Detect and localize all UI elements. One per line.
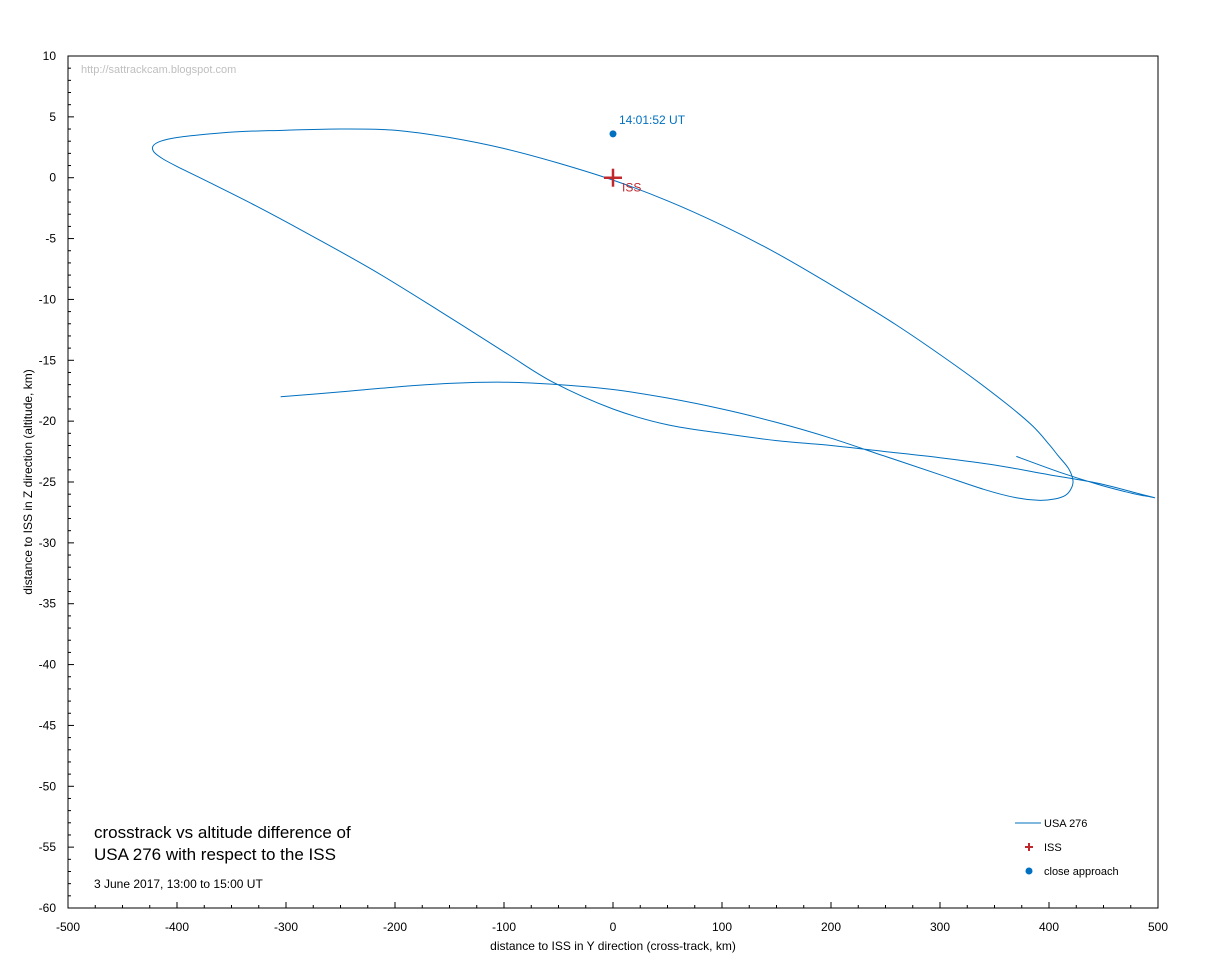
legend-label-usa-276: USA 276 (1044, 818, 1087, 830)
plot-area (67, 55, 1159, 909)
y-tick-label: -10 (39, 292, 57, 306)
series-line-usa-276 (151, 128, 1156, 501)
y-tick-label: 5 (49, 110, 56, 124)
iss-marker (604, 168, 622, 187)
axis-ticks (67, 55, 1159, 909)
x-tick-label: 200 (821, 920, 841, 934)
x-tick-label: 500 (1148, 920, 1168, 934)
chart-title-line-2: USA 276 with respect to the ISS (94, 845, 336, 864)
x-tick-label: 100 (712, 920, 732, 934)
x-tick-label: 300 (930, 920, 950, 934)
y-tick-label: -30 (39, 536, 57, 550)
legend-swatch-close-approach (1025, 867, 1033, 875)
y-tick-label: -5 (45, 232, 56, 246)
x-tick-label: 400 (1039, 920, 1059, 934)
x-tick-label: -300 (274, 920, 298, 934)
y-tick-label: 0 (49, 171, 56, 185)
x-axis-title: distance to ISS in Y direction (cross-tr… (490, 939, 736, 953)
y-tick-label: -15 (39, 353, 57, 367)
x-tick-label: -400 (165, 920, 189, 934)
chart-title-line-1: crosstrack vs altitude difference of (94, 823, 351, 842)
watermark: http://sattrackcam.blogspot.com (81, 64, 236, 76)
legend-label-close-approach: close approach (1044, 866, 1119, 878)
y-tick-label: -55 (39, 840, 57, 854)
y-tick-label: -40 (39, 658, 57, 672)
x-tick-label: -500 (56, 920, 80, 934)
chart-subtitle: 3 June 2017, 13:00 to 15:00 UT (94, 877, 263, 891)
x-tick-labels: -500 -400 -300 -200 -100 0 100 200 300 400 500 (56, 920, 1168, 934)
y-tick-label: 10 (43, 49, 57, 63)
y-tick-label: -25 (39, 475, 57, 489)
y-axis-title: distance to ISS in Z direction (altitude… (21, 369, 35, 594)
y-tick-label: -50 (39, 779, 57, 793)
y-tick-label: -20 (39, 414, 57, 428)
legend: USA 276 ISS close approach (1015, 818, 1119, 878)
y-tick-labels: 10 5 0 -5 -10 -15 -20 -25 -30 -35 -40 -45 -50 -55 -60 (39, 49, 57, 915)
iss-label: ISS (622, 181, 641, 195)
x-tick-label: 0 (610, 920, 617, 934)
y-tick-label: -45 (39, 718, 57, 732)
y-tick-label: -60 (39, 901, 57, 915)
close-approach-label: 14:01:52 UT (619, 113, 686, 127)
x-tick-label: -200 (383, 920, 407, 934)
x-tick-label: -100 (492, 920, 516, 934)
y-tick-label: -35 (39, 597, 57, 611)
legend-label-iss: ISS (1044, 842, 1062, 854)
close-approach-point (609, 130, 617, 138)
